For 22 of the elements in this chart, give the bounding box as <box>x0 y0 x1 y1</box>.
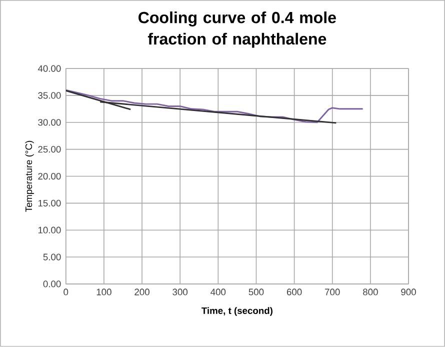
y-tick-label: 35.00 <box>38 92 61 99</box>
x-tick-label: 100 <box>96 288 112 296</box>
x-tick-label: 500 <box>248 288 264 296</box>
x-tick-label: 800 <box>363 288 378 296</box>
x-tick-label: 200 <box>134 288 150 296</box>
x-tick-label: 600 <box>286 288 302 296</box>
x-axis-title: Time, t (second) <box>202 307 272 316</box>
x-tick-label: 0 <box>64 288 68 296</box>
y-tick-label: 30.00 <box>38 119 61 126</box>
y-tick-label: 15.00 <box>38 200 61 207</box>
x-tick-label: 300 <box>172 288 188 296</box>
y-tick-label: 20.00 <box>38 173 61 180</box>
y-tick-label: 25.00 <box>38 146 61 153</box>
x-tick-label: 900 <box>401 288 416 296</box>
y-tick-label: 5.00 <box>43 254 61 260</box>
y-tick-label: 0.00 <box>43 280 61 288</box>
x-tick-label: 700 <box>325 288 340 296</box>
y-axis-title: Temperature (°C) <box>25 141 34 212</box>
x-tick-label: 400 <box>210 288 226 296</box>
y-tick-label: 40.00 <box>38 65 61 72</box>
y-tick-label: 10.00 <box>38 226 61 234</box>
chart-title: Cooling curve of 0.4 mole fraction of naphthalene <box>138 12 336 48</box>
